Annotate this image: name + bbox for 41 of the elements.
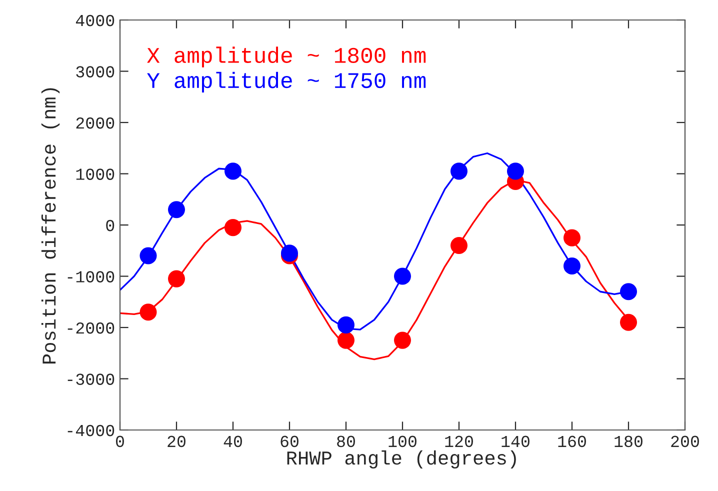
x-tick-label: 20 xyxy=(168,436,186,448)
x-tick-label: 100 xyxy=(388,436,416,448)
point xyxy=(563,257,581,275)
point xyxy=(168,270,186,288)
x-tick-label: 60 xyxy=(280,436,298,448)
text: Y amplitude ~ 1750 nm xyxy=(147,72,426,93)
point xyxy=(224,219,242,236)
point xyxy=(337,332,355,349)
x-tick-label: 80 xyxy=(337,436,355,448)
point xyxy=(506,162,524,180)
y-tick-label: 0 xyxy=(106,220,114,232)
x-tick-label: 200 xyxy=(671,436,699,448)
y-tick-label: -3000 xyxy=(68,374,114,385)
y-tick-label: 4000 xyxy=(76,14,114,26)
point xyxy=(394,268,412,285)
y-tick-label: 2000 xyxy=(76,117,114,129)
point xyxy=(620,283,638,300)
x-tick-label: 120 xyxy=(445,436,473,448)
y-tick-label: 3000 xyxy=(76,66,114,78)
x-tick-label: 40 xyxy=(224,436,242,448)
point xyxy=(563,229,581,246)
y-axis-title: Position difference (nm) xyxy=(41,88,60,364)
x-tick-label: 180 xyxy=(614,436,642,448)
point xyxy=(337,316,355,334)
y-tick-label: -2000 xyxy=(68,322,114,334)
point xyxy=(450,236,468,254)
y-tick-label: -4000 xyxy=(68,424,114,436)
point xyxy=(168,201,186,218)
point xyxy=(140,304,157,321)
y-tick-label: 1000 xyxy=(76,168,114,180)
point xyxy=(140,247,157,264)
text: X amplitude ~ 1800 nm xyxy=(147,46,426,68)
x-tick-label: 140 xyxy=(502,436,530,448)
x-tick-label: 0 xyxy=(116,436,124,448)
point xyxy=(224,162,242,180)
y-tick-label: -1000 xyxy=(68,271,114,282)
point xyxy=(450,162,468,180)
x-tick-label: 160 xyxy=(558,436,586,448)
x-axis-title: RHWP angle (degrees) xyxy=(287,450,516,469)
point xyxy=(394,332,412,349)
point xyxy=(620,314,638,331)
